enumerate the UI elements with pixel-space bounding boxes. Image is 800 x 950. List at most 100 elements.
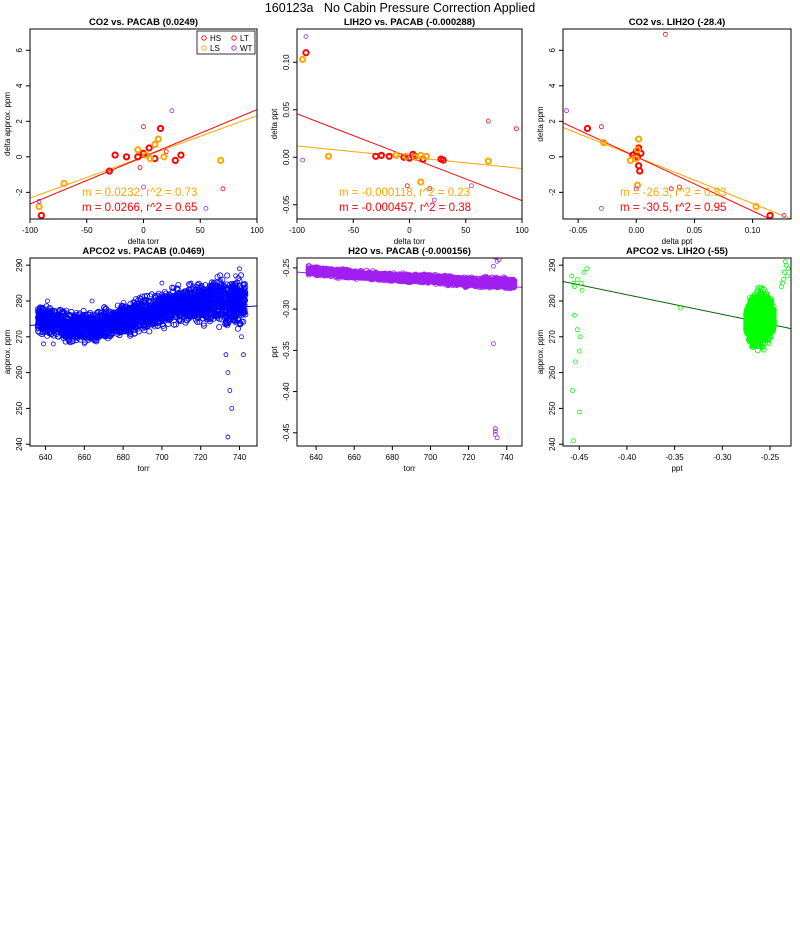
data-point: [141, 124, 146, 130]
data-point: [59, 327, 66, 334]
data-point: [82, 334, 89, 341]
data-point: [220, 186, 226, 192]
plot-area: [30, 266, 257, 440]
data-point: [104, 314, 111, 321]
data-point: [217, 294, 224, 301]
data-point: [213, 288, 220, 295]
data-point: [238, 310, 245, 317]
data-point: [367, 271, 374, 278]
data-point: [231, 282, 238, 289]
data-point: [198, 307, 205, 314]
data-point: [431, 197, 437, 203]
data-point: [152, 292, 159, 299]
data-point: [211, 313, 218, 320]
data-point: [240, 300, 247, 307]
legend-label: HS: [210, 34, 221, 43]
data-point: [190, 300, 197, 307]
data-point: [402, 152, 410, 160]
x-tick-label: 720: [194, 453, 208, 462]
data-point: [484, 157, 492, 165]
data-point: [45, 310, 52, 317]
data-point: [241, 352, 246, 358]
data-point: [405, 279, 412, 286]
data-point: [227, 292, 234, 299]
data-point: [154, 292, 161, 299]
data-point: [180, 289, 187, 296]
y-tick-label: 280: [15, 294, 24, 308]
data-point: [153, 316, 160, 323]
data-point: [142, 151, 150, 159]
x-tick-label: 700: [155, 453, 169, 462]
data-point: [311, 265, 318, 272]
plot-area: [297, 258, 522, 441]
data-point: [468, 183, 474, 189]
data-point: [223, 320, 230, 327]
data-point: [160, 297, 167, 304]
data-point: [151, 323, 158, 330]
data-point: [36, 319, 43, 326]
data-point: [172, 307, 179, 314]
data-point: [111, 309, 118, 316]
data-point: [439, 156, 447, 164]
data-point: [77, 321, 84, 328]
data-point: [382, 270, 389, 277]
data-point: [372, 152, 380, 160]
data-point: [172, 298, 179, 305]
data-point: [159, 280, 165, 286]
legend-label: LT: [240, 34, 249, 43]
data-point: [130, 323, 137, 330]
fit-label: m = -26.3, r^2 = 0.83: [620, 187, 726, 199]
data-point: [113, 327, 120, 334]
data-point: [160, 153, 168, 161]
data-point: [300, 157, 306, 163]
chart-title: CO2 vs. LIH2O (-28.4): [629, 17, 726, 28]
data-point: [59, 307, 66, 314]
y-tick-label: 0.05: [282, 101, 291, 117]
data-point: [490, 341, 496, 347]
data-point: [195, 303, 202, 310]
x-tick-label: 0.00: [628, 226, 644, 235]
data-point: [168, 298, 175, 305]
x-tick-label: 660: [78, 453, 92, 462]
data-point: [72, 331, 79, 338]
data-point: [114, 324, 121, 331]
chart-panel-3: CO2 vs. LIH2O (-28.4) m = -26.3, r^2 = 0.…: [536, 17, 792, 246]
data-point: [67, 320, 74, 327]
data-point: [162, 293, 169, 300]
data-point: [200, 322, 207, 329]
data-point: [101, 322, 108, 329]
data-point: [35, 328, 42, 335]
legend-symbol: [231, 45, 237, 51]
data-point: [122, 153, 131, 161]
x-tick-label: -100: [22, 226, 39, 235]
legend-box: [196, 30, 256, 55]
data-point: [194, 318, 201, 325]
data-point: [417, 178, 425, 186]
y-tick-label: -2: [15, 188, 24, 196]
data-point: [177, 151, 185, 159]
chart-panel-2: LIH2O vs. PACAB (-0.000288)m = -0.000118…: [270, 17, 529, 246]
data-point: [412, 272, 419, 279]
chart-title: LIH2O vs. PACAB (-0.000288): [344, 17, 475, 28]
y-tick-label: -2: [548, 188, 557, 196]
data-point: [45, 298, 50, 304]
plot-area: [30, 108, 257, 219]
data-point: [636, 167, 644, 175]
data-point: [73, 317, 80, 324]
data-point: [490, 263, 496, 269]
data-point: [417, 151, 425, 159]
data-point: [171, 156, 179, 165]
y-tick-label: 0.10: [282, 54, 291, 70]
data-point: [59, 323, 66, 330]
data-point: [66, 337, 73, 344]
data-point: [35, 202, 43, 211]
data-point: [218, 304, 225, 311]
data-point: [141, 184, 146, 190]
data-point: [39, 325, 46, 332]
data-point: [81, 318, 88, 325]
data-point: [219, 293, 226, 300]
data-point: [182, 288, 189, 295]
data-point: [781, 213, 787, 218]
data-point: [121, 326, 128, 333]
